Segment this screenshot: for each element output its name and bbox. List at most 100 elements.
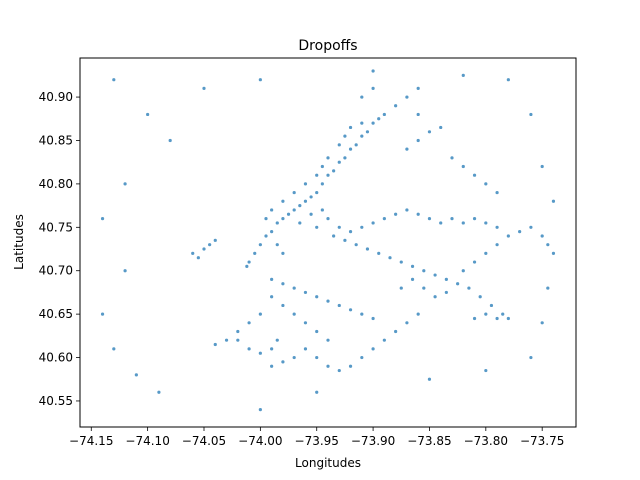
- data-point: [258, 243, 262, 247]
- x-tick-label: −74.05: [182, 434, 226, 448]
- x-tick-label: −73.95: [295, 434, 339, 448]
- data-point: [270, 230, 274, 234]
- data-point: [281, 217, 285, 221]
- data-point: [546, 243, 550, 247]
- data-point: [394, 104, 398, 108]
- data-point: [332, 169, 336, 173]
- data-point: [337, 160, 341, 164]
- data-point: [518, 230, 522, 234]
- data-point: [348, 364, 353, 368]
- data-point: [112, 78, 116, 82]
- x-tick-label: −73.85: [407, 434, 451, 448]
- data-point: [326, 338, 330, 342]
- data-point: [405, 147, 409, 151]
- data-point: [348, 147, 353, 151]
- data-point: [123, 182, 127, 186]
- data-point: [444, 277, 448, 281]
- y-tick-label: 40.60: [39, 351, 73, 365]
- data-point: [484, 312, 488, 316]
- data-point: [332, 234, 336, 238]
- data-point: [281, 360, 285, 364]
- data-point: [371, 316, 375, 321]
- data-point: [410, 277, 415, 281]
- data-point: [450, 217, 454, 221]
- data-point: [303, 199, 308, 203]
- data-point: [275, 338, 279, 342]
- data-point: [405, 321, 409, 325]
- data-point: [202, 247, 206, 251]
- data-point: [270, 277, 274, 281]
- data-point: [529, 355, 533, 360]
- data-point: [298, 204, 302, 208]
- data-point: [360, 95, 364, 99]
- chart-title: Dropoffs: [298, 38, 357, 54]
- data-point: [427, 130, 432, 134]
- data-point: [489, 303, 494, 308]
- data-point: [444, 290, 448, 295]
- data-point: [298, 221, 302, 225]
- data-point: [281, 251, 285, 255]
- data-point: [270, 208, 274, 212]
- data-point: [303, 290, 308, 295]
- data-point: [292, 355, 296, 360]
- data-point: [365, 130, 370, 134]
- data-point: [416, 212, 420, 216]
- data-point: [416, 86, 420, 90]
- data-point: [427, 217, 432, 221]
- data-point: [320, 164, 324, 169]
- data-point: [146, 112, 150, 117]
- data-point: [100, 312, 105, 316]
- data-point: [360, 134, 364, 138]
- data-point: [270, 347, 274, 351]
- data-point: [315, 225, 319, 229]
- data-point: [472, 217, 477, 221]
- y-tick-label: 40.65: [39, 307, 73, 321]
- data-point: [529, 225, 533, 229]
- data-point: [281, 199, 285, 203]
- data-point: [484, 182, 488, 186]
- data-point: [399, 260, 403, 264]
- data-point: [461, 221, 465, 225]
- data-point: [191, 251, 195, 255]
- x-tick-label: −74.15: [69, 434, 113, 448]
- data-point: [258, 351, 262, 355]
- data-point: [315, 173, 319, 177]
- data-point: [247, 260, 251, 264]
- data-point: [546, 286, 550, 290]
- data-point: [405, 208, 409, 212]
- data-point: [208, 243, 212, 247]
- data-point: [399, 286, 403, 290]
- data-point: [506, 78, 510, 82]
- data-point: [247, 321, 251, 325]
- data-point: [343, 156, 347, 160]
- data-point: [245, 264, 249, 268]
- data-point: [270, 295, 274, 299]
- data-point: [258, 408, 262, 412]
- data-point: [382, 217, 386, 221]
- data-point: [100, 217, 105, 221]
- data-point: [264, 234, 268, 238]
- data-point: [281, 303, 285, 308]
- data-point: [275, 221, 279, 225]
- data-point: [348, 230, 353, 234]
- x-tick-label: −74.00: [238, 434, 282, 448]
- data-point: [315, 190, 319, 195]
- data-point: [506, 316, 510, 321]
- data-point: [394, 212, 398, 216]
- data-point: [478, 295, 482, 299]
- x-axis-label: Longitudes: [295, 456, 361, 470]
- y-tick-label: 40.90: [39, 90, 73, 104]
- data-point: [320, 182, 324, 186]
- data-point: [416, 312, 420, 316]
- data-point: [422, 286, 426, 290]
- data-point: [371, 86, 375, 90]
- data-point: [213, 342, 217, 347]
- data-point: [360, 312, 364, 316]
- data-point: [326, 217, 330, 221]
- data-point: [303, 321, 308, 325]
- data-point: [292, 312, 296, 316]
- data-point: [343, 134, 347, 138]
- data-point: [456, 282, 460, 286]
